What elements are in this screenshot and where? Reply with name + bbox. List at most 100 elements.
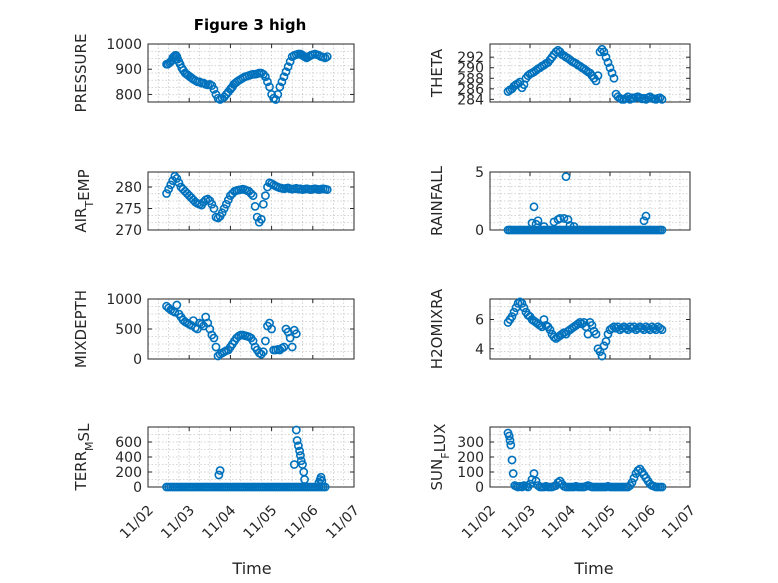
subplot-air-temp: 270 275 280 AIRTEMP (72, 169, 355, 239)
data-point (300, 475, 309, 484)
y-tick-label: 600 (115, 435, 142, 451)
data-point (281, 67, 291, 77)
plot-area (489, 426, 691, 488)
y-tick-label: 286 (457, 82, 484, 98)
data-point (595, 347, 605, 357)
data-point (172, 300, 182, 310)
data-point (515, 297, 525, 307)
data-point (317, 476, 327, 486)
x-tick-label: 11/03 (499, 503, 539, 543)
y-tick-label: 5 (475, 165, 484, 181)
data-point (215, 466, 225, 475)
data-point (517, 298, 527, 308)
y-axis-label: PRESSURE (72, 34, 90, 113)
data-point (174, 178, 184, 188)
data-point (258, 199, 268, 209)
y-tick-label: 300 (457, 435, 484, 451)
data-point (507, 455, 517, 465)
x-tick-label: 11/04 (199, 502, 239, 542)
data-point (573, 319, 583, 329)
data-point (627, 323, 637, 333)
data-point (209, 333, 219, 343)
data-point (172, 174, 182, 183)
data-point (261, 191, 270, 201)
data-point (517, 482, 527, 492)
axes-box (489, 43, 691, 103)
data-point (279, 342, 289, 352)
x-axis-label-left: Time (231, 559, 271, 578)
data-point (261, 72, 270, 82)
data-point (287, 342, 297, 352)
data-point (293, 441, 303, 451)
data-point (263, 77, 272, 87)
data-point (607, 323, 617, 333)
y-axis-label: THETA (428, 48, 446, 98)
data-point (607, 68, 617, 78)
y-tick-label: 284 (457, 92, 484, 108)
data-point (209, 204, 219, 213)
data-point (657, 225, 667, 235)
y-tick-label: 275 (115, 202, 142, 218)
subplot-rainfall: 0 5 RAINFALL (428, 165, 691, 239)
x-tick-label: 11/06 (282, 502, 322, 542)
y-axis-label: RAINFALL (428, 165, 446, 236)
y-axis-label: MIXDEPTH (72, 290, 90, 368)
data-point (291, 329, 301, 339)
data-point (261, 336, 270, 346)
data-point (531, 476, 541, 486)
data-point (579, 318, 589, 327)
grid-lines (490, 299, 690, 359)
y-tick-label: 0 (475, 480, 484, 496)
y-tick-label: 4 (475, 342, 484, 358)
y-tick-label: 900 (115, 62, 142, 78)
axes-box (147, 43, 355, 103)
data-point (509, 307, 519, 317)
data-point (296, 451, 305, 460)
x-tick-label: 11/02 (459, 503, 499, 543)
data-point (657, 325, 667, 335)
data-point (505, 436, 515, 445)
data-point (506, 440, 516, 450)
y-tick-label: 280 (115, 180, 142, 196)
x-tick-label: 11/03 (158, 503, 198, 543)
data-point (285, 57, 295, 67)
data-point (597, 351, 607, 361)
data-point (617, 323, 627, 333)
data-point (507, 312, 517, 321)
data-point (256, 214, 266, 224)
data-point (575, 318, 585, 327)
x-tick-label: 11/07 (659, 503, 699, 543)
y-tick-label: 6 (475, 312, 484, 328)
data-point (569, 222, 579, 231)
data-point (633, 466, 643, 475)
data-point (256, 349, 266, 359)
y-axis-label: SUNFLUX (428, 424, 452, 491)
axes-box (489, 298, 691, 360)
data-point (166, 180, 176, 190)
y-tick-label: 1000 (106, 37, 142, 53)
y-tick-label: 270 (115, 223, 142, 239)
y-tick-label: 0 (133, 352, 142, 368)
data-point (273, 90, 283, 99)
y-axis-label: TERRMSL (72, 423, 96, 492)
x-tick-label: 11/04 (539, 502, 579, 542)
figure-title: Figure 3 high (194, 16, 307, 34)
data-point (591, 329, 601, 339)
data-point (267, 324, 276, 334)
data-point (565, 220, 575, 230)
data-point (611, 323, 621, 333)
data-point (164, 184, 173, 194)
data-point (504, 431, 514, 441)
x-tick-label: 11/06 (619, 502, 659, 542)
data-point (322, 185, 332, 195)
data-point (275, 82, 285, 92)
data-point (289, 460, 299, 469)
y-tick-label: 0 (475, 223, 484, 239)
data-point (291, 425, 301, 435)
data-point (277, 77, 287, 87)
data-point (221, 199, 231, 209)
